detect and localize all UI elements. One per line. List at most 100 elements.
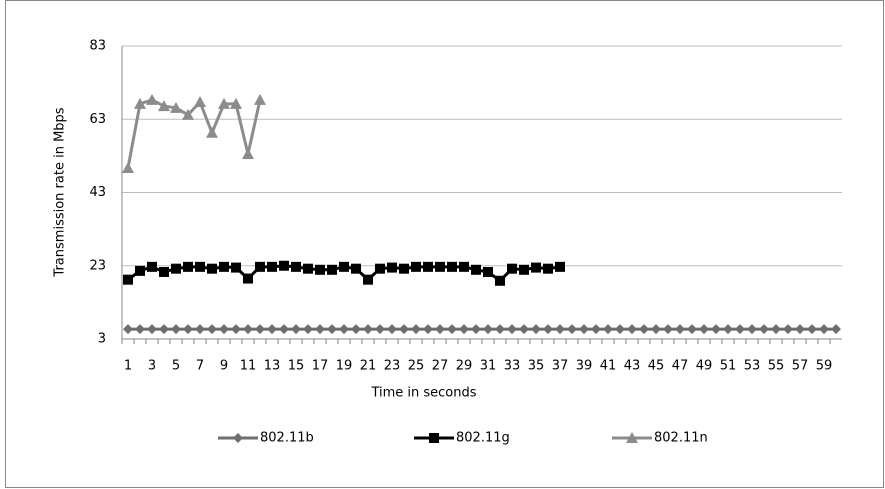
series-marker [231,262,241,273]
x-tick-label: 25 [408,359,425,374]
series-marker [158,100,170,112]
series-marker [519,264,529,275]
series-marker [170,101,182,113]
series-marker [255,261,265,272]
series-marker [159,324,169,335]
series-marker [459,261,469,272]
series-marker [615,324,625,335]
series-marker [495,324,505,335]
series-marker [279,324,289,335]
series-marker [807,324,817,335]
x-tick-label: 23 [384,359,401,374]
legend-marker [429,433,439,443]
x-tick-label: 5 [172,359,180,374]
x-tick-label: 13 [264,359,281,374]
x-tick-label: 43 [624,359,641,374]
series-marker [531,324,541,335]
series-marker [711,324,721,335]
x-tick-label: 33 [504,359,521,374]
series-marker [411,324,421,335]
series-marker [759,324,769,335]
x-tick-label: 17 [312,359,329,374]
legend-marker [626,432,638,443]
x-tick-label: 9 [220,359,228,374]
y-tick-label: 23 [89,258,106,273]
y-tick-label: 43 [89,185,106,200]
series-marker [267,324,277,335]
legend-label: 802.11b [260,431,314,446]
series-marker [567,324,577,335]
series-marker [291,261,301,272]
series-marker [243,324,253,335]
series-marker [651,324,661,335]
y-axis-title: Transmission rate in Mbps [53,107,68,277]
series-marker [243,273,253,284]
series-marker [579,324,589,335]
series-marker [171,324,181,335]
series-marker [435,324,445,335]
series-marker [327,264,337,275]
series-marker [134,97,146,109]
series-marker [255,324,265,335]
series-marker [519,324,529,335]
series-marker [122,161,134,173]
series-marker [423,261,433,272]
series-marker [507,324,517,335]
series-marker [447,261,457,272]
series-marker [303,263,313,274]
series-marker [327,324,337,335]
series-marker [663,324,673,335]
series-marker [183,324,193,335]
x-tick-label: 27 [432,359,449,374]
series-marker [483,266,493,277]
series-marker [231,324,241,335]
series-marker [603,324,613,335]
series-marker [795,324,805,335]
series-marker [194,96,206,108]
series-marker [351,324,361,335]
series-marker [375,263,385,274]
series-marker [147,324,157,335]
series-marker [459,324,469,335]
series-marker [254,93,266,105]
series-marker [146,93,158,105]
x-tick-label: 35 [528,359,545,374]
chart-frame [5,0,884,488]
x-tick-label: 19 [336,359,353,374]
series-marker [267,261,277,272]
series-marker [363,274,373,285]
series-marker [483,324,493,335]
series-marker [399,263,409,274]
series-marker [639,324,649,335]
series-marker [230,97,242,109]
y-tick-label: 63 [89,112,106,127]
series-marker [723,324,733,335]
series-marker [315,264,325,275]
x-tick-label: 29 [456,359,473,374]
series-marker [207,263,217,274]
x-tick-label: 47 [672,359,689,374]
series-marker [363,324,373,335]
x-tick-label: 31 [480,359,497,374]
legend-label: 802.11g [456,431,510,446]
x-tick-label: 53 [744,359,761,374]
series-marker [555,261,565,272]
x-tick-label: 59 [816,359,833,374]
series-marker [495,275,505,286]
series-marker [123,274,133,285]
series-marker [279,260,289,271]
series-marker [195,261,205,272]
series-marker [206,126,218,138]
series-marker [315,324,325,335]
series-marker [831,324,841,335]
series-marker [387,324,397,335]
series-marker [135,265,145,276]
x-tick-label: 57 [792,359,809,374]
series-marker [555,324,565,335]
series-marker [351,263,361,274]
series-marker [687,324,697,335]
series-marker [423,324,433,335]
legend-label: 802.11n [654,431,708,446]
series-marker [171,263,181,274]
